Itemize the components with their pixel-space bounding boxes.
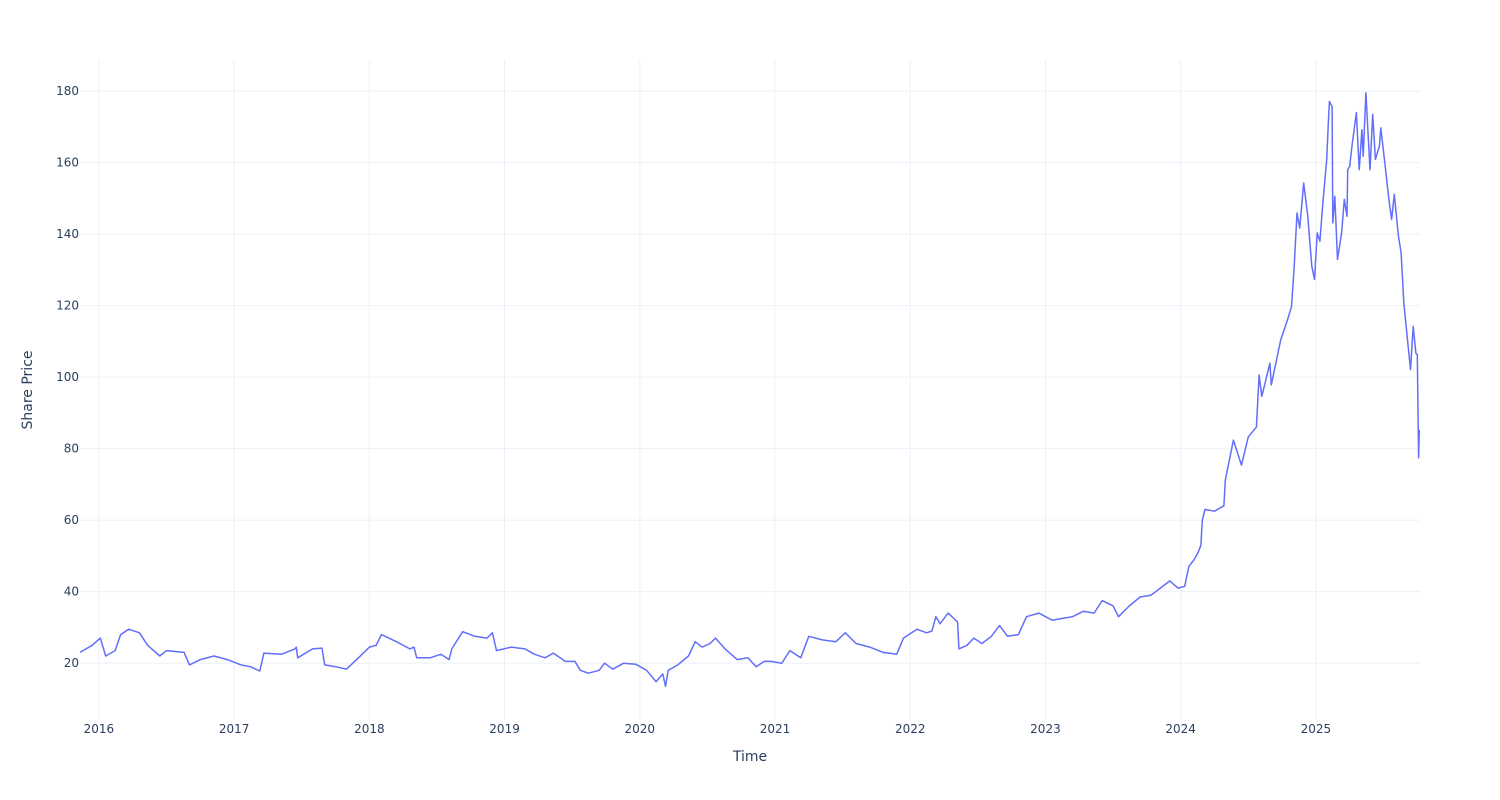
y-tick-label: 140 — [56, 227, 79, 241]
share-price-line — [79, 92, 1421, 688]
x-tick-label: 2024 — [1165, 722, 1196, 736]
y-tick-label: 100 — [56, 370, 79, 384]
x-tick-label: 2018 — [354, 722, 385, 736]
gridlines — [80, 60, 1420, 720]
y-axis-title: Share Price — [20, 350, 36, 429]
x-axis-title: Time — [732, 749, 767, 765]
y-axis-ticks: 20 40 60 80 100 120 140 160 180 — [56, 84, 79, 670]
x-tick-label: 2020 — [625, 722, 656, 736]
x-axis-ticks: 2016 2017 2018 2019 2020 2021 2022 2023 2024 2025 — [84, 722, 1331, 736]
y-tick-label: 80 — [64, 442, 79, 456]
x-tick-label: 2021 — [760, 722, 791, 736]
x-tick-label: 2016 — [84, 722, 115, 736]
x-tick-label: 2022 — [895, 722, 926, 736]
y-tick-label: 20 — [64, 656, 79, 670]
x-tick-label: 2017 — [219, 722, 250, 736]
y-tick-label: 160 — [56, 156, 79, 170]
y-tick-label: 40 — [64, 585, 79, 599]
x-tick-label: 2023 — [1030, 722, 1061, 736]
x-tick-label: 2019 — [489, 722, 520, 736]
y-tick-label: 120 — [56, 299, 79, 313]
y-tick-label: 60 — [64, 513, 79, 527]
y-tick-label: 180 — [56, 84, 79, 98]
x-tick-label: 2025 — [1301, 722, 1332, 736]
